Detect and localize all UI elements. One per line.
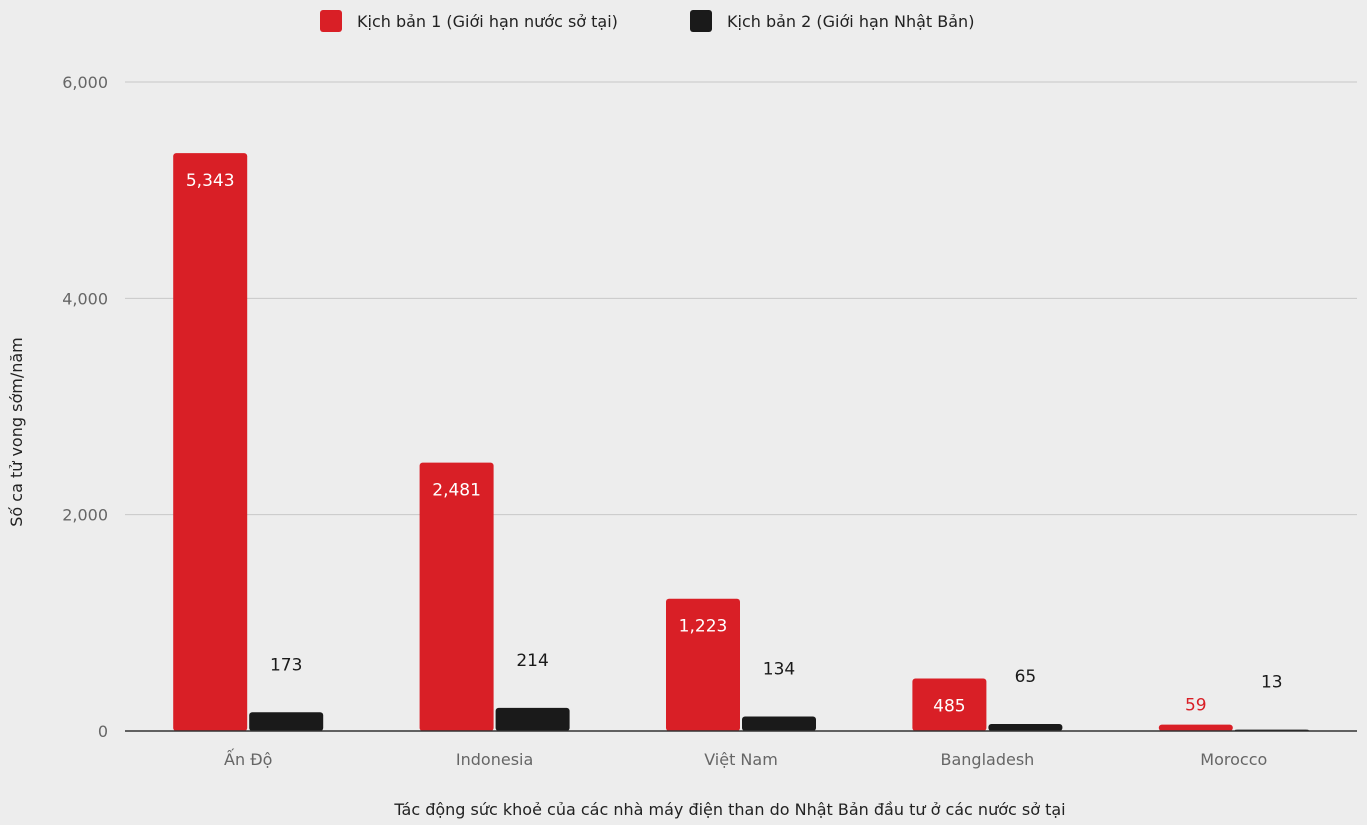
data-label: 2,481 <box>432 481 481 501</box>
legend-item[interactable]: Kịch bản 2 (Giới hạn Nhật Bản) <box>690 10 974 32</box>
data-label: 134 <box>763 660 795 680</box>
x-tick-label: Bangladesh <box>940 750 1034 769</box>
legend-swatch <box>690 10 712 32</box>
bar-scenario-1 <box>419 462 494 731</box>
bar-scenario-2 <box>249 712 324 731</box>
y-tick-label: 0 <box>98 722 108 741</box>
data-label: 5,343 <box>186 171 235 191</box>
data-label: 65 <box>1015 667 1037 687</box>
y-axis-title: Số ca tử vong sớm/năm <box>7 337 26 527</box>
x-axis-title: Tác động sức khoẻ của các nhà máy điện t… <box>393 800 1065 819</box>
data-label: 214 <box>516 651 548 671</box>
grid: 0 2,000 4,000 6,000 <box>62 73 1357 741</box>
bar-scenario-2 <box>988 723 1063 731</box>
y-tick-label: 6,000 <box>62 73 108 92</box>
y-tick-label: 2,000 <box>62 506 108 525</box>
bar-scenario-1 <box>912 678 987 731</box>
x-tick-label: Việt Nam <box>704 750 778 769</box>
bar-scenario-1 <box>173 153 248 732</box>
data-label: 173 <box>270 655 302 675</box>
bar-scenario-2 <box>742 716 816 731</box>
x-tick-label: Morocco <box>1200 750 1267 769</box>
legend-label: Kịch bản 1 (Giới hạn nước sở tại) <box>357 12 618 31</box>
data-label: 59 <box>1185 696 1207 716</box>
data-labels: 5,343 173 2,481 214 1,223 134 485 65 59 13 <box>186 171 1283 716</box>
data-label: 1,223 <box>679 617 728 637</box>
bar-scenario-1 <box>666 598 740 731</box>
data-label: 485 <box>933 697 965 717</box>
bar-scenario-1 <box>1158 724 1233 731</box>
bars <box>173 153 1309 732</box>
legend-label: Kịch bản 2 (Giới hạn Nhật Bản) <box>727 12 974 31</box>
x-tick-label: Ấn Độ <box>224 748 272 769</box>
x-tick-label: Indonesia <box>456 750 533 769</box>
y-tick-label: 4,000 <box>62 289 108 308</box>
legend-swatch <box>320 10 342 32</box>
bar-scenario-2 <box>495 707 570 731</box>
x-axis: Ấn Độ Indonesia Việt Nam Bangladesh Morocco <box>125 730 1357 769</box>
data-label: 13 <box>1261 673 1283 693</box>
legend-item[interactable]: Kịch bản 1 (Giới hạn nước sở tại) <box>320 10 618 32</box>
legend[interactable]: Kịch bản 1 (Giới hạn nước sở tại) Kịch bả… <box>320 10 974 32</box>
